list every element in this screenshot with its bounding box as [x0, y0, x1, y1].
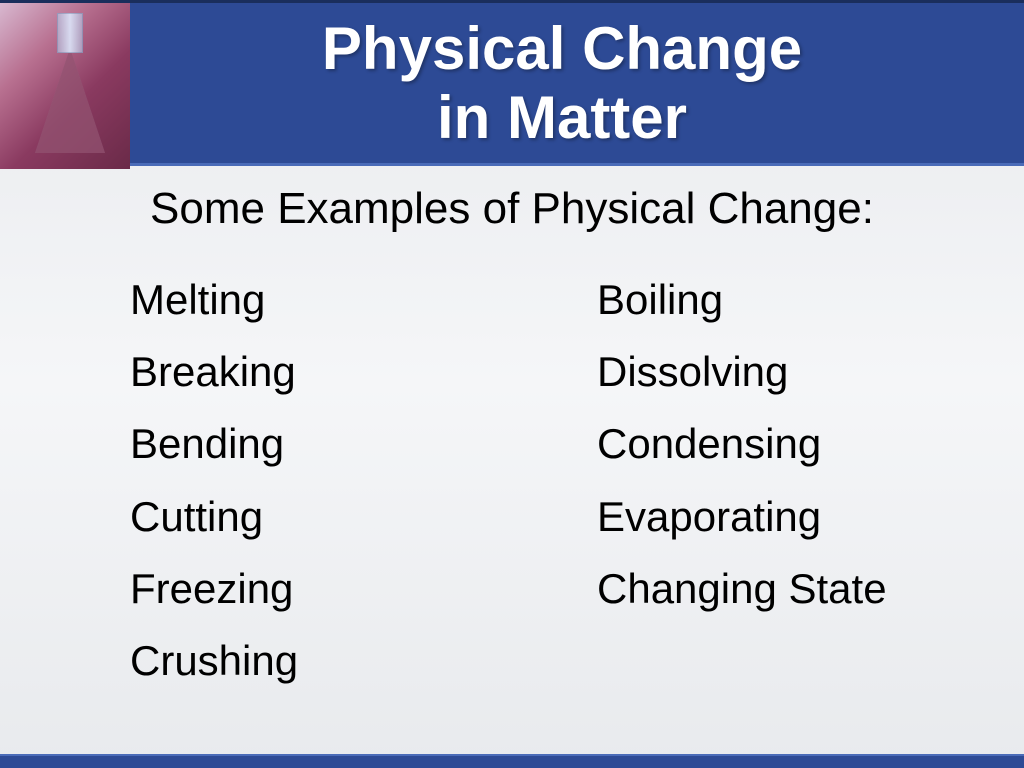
example-item: Cutting: [130, 481, 557, 553]
right-column: Boiling Dissolving Condensing Evaporatin…: [597, 264, 1024, 697]
title-line-2: in Matter: [437, 84, 687, 151]
flask-beaker-image: [0, 3, 130, 169]
subtitle-text: Some Examples of Physical Change:: [0, 184, 1024, 234]
example-item: Changing State: [597, 553, 1024, 625]
example-item: Dissolving: [597, 336, 1024, 408]
example-item: Breaking: [130, 336, 557, 408]
examples-content: Melting Breaking Bending Cutting Freezin…: [0, 234, 1024, 697]
title-line-1: Physical Change: [322, 15, 802, 82]
example-item: Bending: [130, 408, 557, 480]
example-item: Evaporating: [597, 481, 1024, 553]
footer-accent-bar: [0, 754, 1024, 768]
slide-title: Physical Change in Matter: [322, 14, 802, 152]
left-column: Melting Breaking Bending Cutting Freezin…: [130, 264, 597, 697]
example-item: Boiling: [597, 264, 1024, 336]
example-item: Crushing: [130, 625, 557, 697]
example-item: Freezing: [130, 553, 557, 625]
title-header: Physical Change in Matter: [0, 0, 1024, 166]
example-item: Condensing: [597, 408, 1024, 480]
example-item: Melting: [130, 264, 557, 336]
